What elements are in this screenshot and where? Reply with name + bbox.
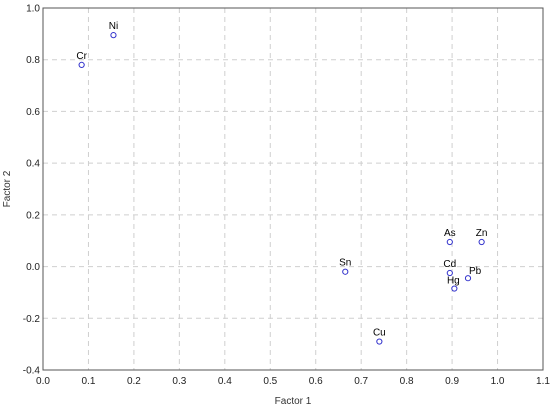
x-tick-label: 0.7 — [354, 376, 368, 387]
point-label-zn: Zn — [476, 228, 488, 239]
y-axis-title: Factor 2 — [2, 170, 13, 207]
x-tick-label: 0.2 — [127, 376, 141, 387]
y-tick-label: 0.8 — [26, 55, 40, 66]
y-tick-label: -0.2 — [23, 314, 41, 325]
data-point-as — [446, 238, 453, 246]
y-tick-label: 1.0 — [26, 4, 40, 15]
data-point-pb — [464, 275, 472, 282]
data-point-zn — [478, 238, 485, 246]
point-label-cd: Cd — [443, 259, 456, 270]
point-label-cu: Cu — [373, 328, 386, 339]
point-label-pb: Pb — [469, 266, 482, 277]
data-points: Ni Cr Sn Cu As Zn Cd Pb Hg — [76, 21, 488, 345]
y-tick-label: 0.0 — [26, 262, 40, 273]
data-point-sn — [342, 268, 349, 275]
data-point-cu — [376, 338, 383, 345]
y-tick-label: 0.4 — [26, 159, 40, 170]
data-point-cr — [78, 61, 85, 68]
x-tick-label: 0.0 — [36, 376, 50, 387]
y-tick-label: 0.6 — [26, 107, 40, 118]
x-tick-label: 0.3 — [172, 376, 186, 387]
point-label-cr: Cr — [76, 51, 87, 62]
x-tick-label: 0.5 — [263, 376, 277, 387]
x-tick-label: 0.6 — [309, 376, 323, 387]
y-tick-label: -0.4 — [23, 366, 41, 377]
x-tick-label: 0.4 — [218, 376, 232, 387]
grid-lines — [43, 8, 543, 370]
x-axis-title: Factor 1 — [275, 396, 312, 407]
y-tick-label: 0.2 — [26, 210, 40, 221]
x-tick-label: 0.8 — [400, 376, 414, 387]
point-label-as: As — [444, 228, 456, 239]
point-label-hg: Hg — [447, 276, 460, 287]
x-tick-label: 1.0 — [491, 376, 505, 387]
x-tick-labels: 0.0 0.1 0.2 0.3 0.4 0.5 0.6 0.7 0.8 0.9 1.0 1.1 — [36, 376, 550, 387]
x-tick-label: 0.9 — [445, 376, 459, 387]
data-point-hg — [451, 285, 458, 292]
y-tick-labels: -0.4 -0.2 0.0 0.2 0.4 0.6 0.8 1.0 — [23, 4, 41, 377]
point-label-ni: Ni — [109, 21, 118, 32]
data-point-ni — [110, 32, 117, 39]
point-label-sn: Sn — [339, 258, 351, 269]
data-point-cd — [446, 269, 453, 277]
plot-frame — [42, 7, 544, 371]
x-tick-label: 0.1 — [82, 376, 96, 387]
x-tick-label: 1.1 — [536, 376, 550, 387]
